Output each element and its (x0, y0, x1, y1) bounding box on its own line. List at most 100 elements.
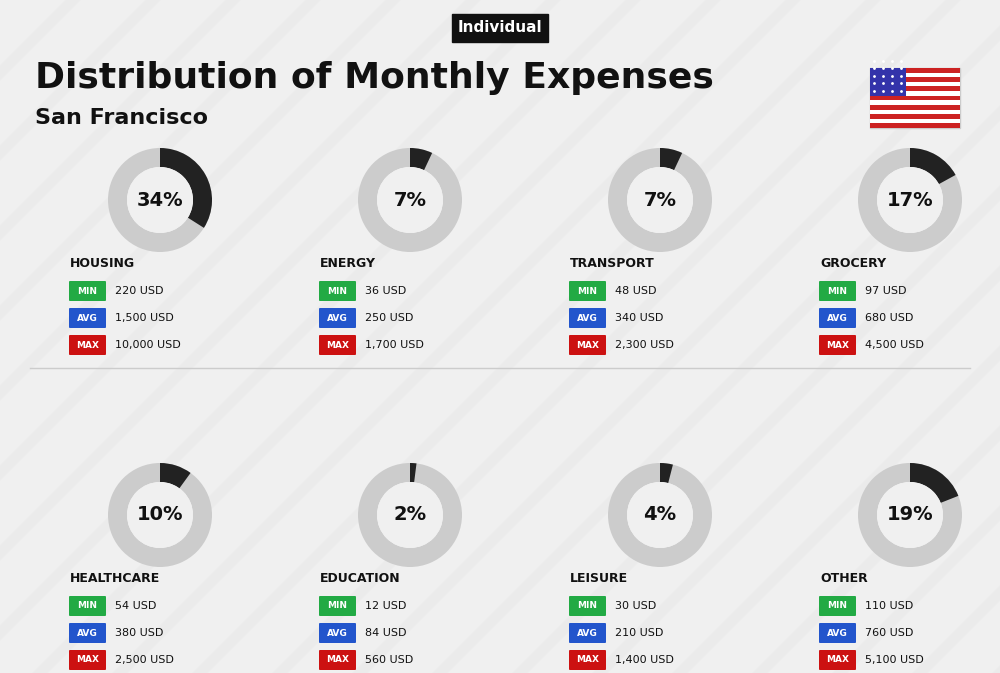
Text: AVG: AVG (577, 314, 598, 322)
Text: 1,500 USD: 1,500 USD (115, 313, 174, 323)
FancyBboxPatch shape (870, 68, 960, 73)
Text: Individual: Individual (458, 20, 542, 36)
FancyBboxPatch shape (870, 77, 960, 82)
Text: 84 USD: 84 USD (365, 628, 407, 638)
FancyBboxPatch shape (319, 308, 356, 328)
Text: 760 USD: 760 USD (865, 628, 913, 638)
Text: 220 USD: 220 USD (115, 286, 164, 296)
Text: 210 USD: 210 USD (615, 628, 663, 638)
FancyBboxPatch shape (870, 105, 960, 110)
Text: 4,500 USD: 4,500 USD (865, 340, 924, 350)
Text: 7%: 7% (644, 190, 676, 209)
FancyBboxPatch shape (319, 596, 356, 616)
Wedge shape (608, 463, 712, 567)
Text: 1,400 USD: 1,400 USD (615, 655, 674, 665)
Text: 97 USD: 97 USD (865, 286, 906, 296)
Text: 110 USD: 110 USD (865, 601, 913, 611)
FancyBboxPatch shape (819, 335, 856, 355)
Text: MAX: MAX (826, 341, 849, 349)
FancyBboxPatch shape (69, 650, 106, 670)
Text: MAX: MAX (76, 656, 99, 664)
Text: 5,100 USD: 5,100 USD (865, 655, 924, 665)
Text: 30 USD: 30 USD (615, 601, 656, 611)
Circle shape (127, 482, 193, 548)
FancyBboxPatch shape (870, 82, 960, 86)
Text: 680 USD: 680 USD (865, 313, 913, 323)
Text: 36 USD: 36 USD (365, 286, 406, 296)
FancyBboxPatch shape (819, 308, 856, 328)
Circle shape (877, 482, 943, 548)
Wedge shape (660, 148, 682, 170)
Text: San Francisco: San Francisco (35, 108, 208, 128)
Text: 10,000 USD: 10,000 USD (115, 340, 181, 350)
Text: HEALTHCARE: HEALTHCARE (70, 571, 160, 584)
Text: AVG: AVG (327, 314, 348, 322)
Wedge shape (910, 463, 958, 503)
Wedge shape (858, 148, 962, 252)
Text: ENERGY: ENERGY (320, 256, 376, 269)
Wedge shape (858, 463, 962, 567)
FancyBboxPatch shape (319, 281, 356, 301)
Wedge shape (410, 463, 417, 483)
Text: MIN: MIN (328, 602, 348, 610)
Text: MAX: MAX (326, 656, 349, 664)
FancyBboxPatch shape (569, 623, 606, 643)
Text: 2,300 USD: 2,300 USD (615, 340, 674, 350)
Wedge shape (910, 148, 956, 184)
Wedge shape (160, 463, 191, 489)
Text: 560 USD: 560 USD (365, 655, 413, 665)
Text: 48 USD: 48 USD (615, 286, 656, 296)
Wedge shape (108, 463, 212, 567)
Text: MIN: MIN (328, 287, 348, 295)
FancyBboxPatch shape (69, 281, 106, 301)
Text: MIN: MIN (828, 287, 848, 295)
Text: 17%: 17% (887, 190, 933, 209)
FancyBboxPatch shape (569, 308, 606, 328)
Text: Distribution of Monthly Expenses: Distribution of Monthly Expenses (35, 61, 714, 95)
Text: 2,500 USD: 2,500 USD (115, 655, 174, 665)
FancyBboxPatch shape (870, 123, 960, 128)
FancyBboxPatch shape (319, 623, 356, 643)
Text: MAX: MAX (326, 341, 349, 349)
Text: MAX: MAX (826, 656, 849, 664)
Text: GROCERY: GROCERY (820, 256, 886, 269)
FancyBboxPatch shape (569, 281, 606, 301)
Wedge shape (660, 463, 673, 483)
Text: MIN: MIN (578, 287, 598, 295)
FancyBboxPatch shape (870, 68, 960, 128)
FancyBboxPatch shape (569, 335, 606, 355)
Circle shape (127, 167, 193, 233)
FancyBboxPatch shape (569, 596, 606, 616)
Text: 7%: 7% (393, 190, 426, 209)
Text: 34%: 34% (137, 190, 183, 209)
FancyBboxPatch shape (870, 73, 960, 77)
Text: HOUSING: HOUSING (70, 256, 135, 269)
FancyBboxPatch shape (870, 68, 906, 96)
Text: EDUCATION: EDUCATION (320, 571, 401, 584)
Text: 380 USD: 380 USD (115, 628, 163, 638)
FancyBboxPatch shape (819, 650, 856, 670)
FancyBboxPatch shape (870, 114, 960, 118)
FancyBboxPatch shape (69, 623, 106, 643)
Text: AVG: AVG (77, 314, 98, 322)
Text: 10%: 10% (137, 505, 183, 524)
Text: AVG: AVG (327, 629, 348, 637)
FancyBboxPatch shape (69, 596, 106, 616)
Circle shape (877, 167, 943, 233)
Text: 1,700 USD: 1,700 USD (365, 340, 424, 350)
Circle shape (627, 167, 693, 233)
Text: 340 USD: 340 USD (615, 313, 663, 323)
FancyBboxPatch shape (870, 86, 960, 91)
Wedge shape (160, 148, 212, 228)
FancyBboxPatch shape (870, 91, 960, 96)
Text: OTHER: OTHER (820, 571, 868, 584)
Text: TRANSPORT: TRANSPORT (570, 256, 655, 269)
Text: AVG: AVG (577, 629, 598, 637)
Text: MIN: MIN (78, 287, 98, 295)
FancyBboxPatch shape (319, 650, 356, 670)
FancyBboxPatch shape (819, 596, 856, 616)
FancyBboxPatch shape (819, 281, 856, 301)
Wedge shape (608, 148, 712, 252)
Text: 2%: 2% (393, 505, 427, 524)
Wedge shape (358, 148, 462, 252)
